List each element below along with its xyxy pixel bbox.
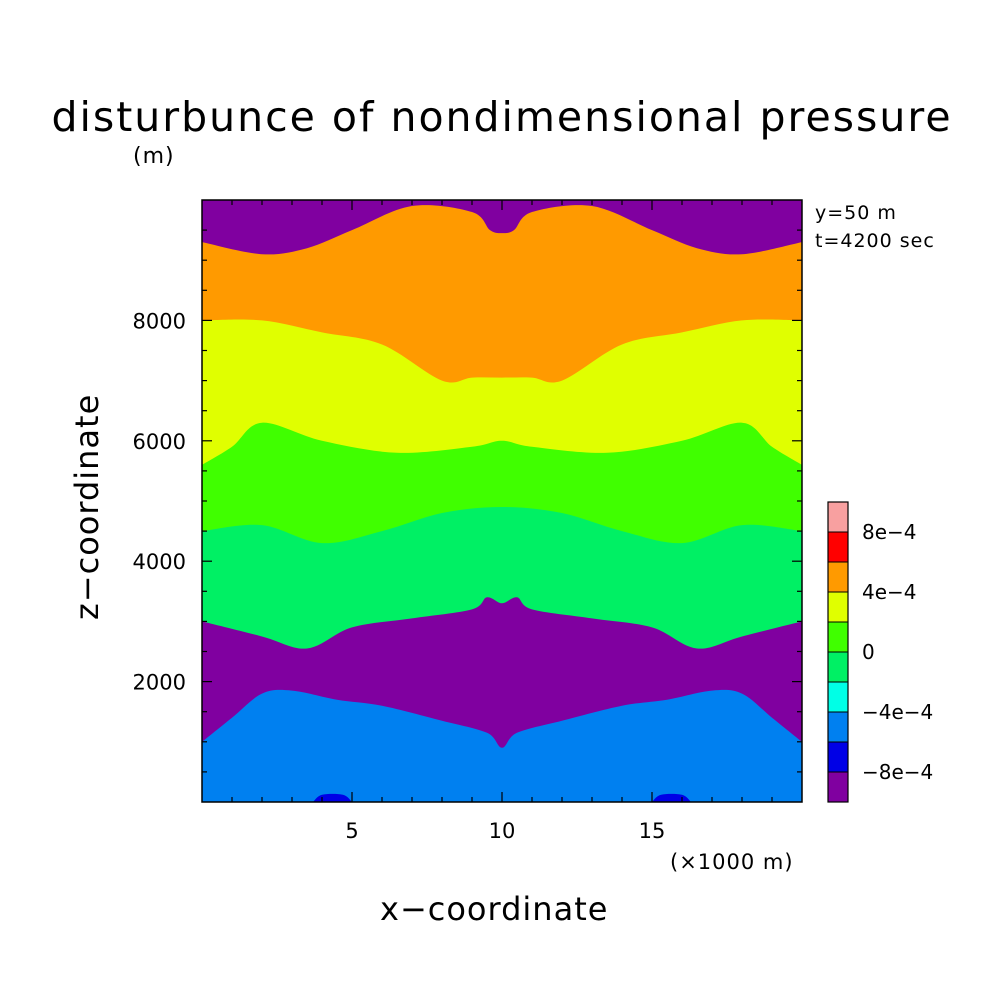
annotation-time: t=4200 sec [815, 230, 935, 252]
colorbar-label: 4e−4 [862, 580, 917, 604]
y-tick-label: 4000 [133, 550, 186, 574]
colorbar-swatch [827, 651, 849, 683]
colorbar-frame [827, 501, 849, 803]
colorbar-label: 8e−4 [862, 520, 917, 544]
contour-band-6 [202, 200, 802, 255]
x-tick-label: 15 [639, 819, 666, 843]
colorbar-swatch [827, 771, 849, 803]
colorbar-swatch [827, 741, 849, 773]
y-axis-unit: (m) [133, 144, 175, 169]
x-axis-unit: (×1000 m) [670, 850, 794, 874]
chart-title: disturbunce of nondimensional pressure [51, 93, 953, 141]
y-tick-label: 8000 [133, 309, 186, 333]
colorbar-label: 0 [862, 640, 875, 664]
colorbar-swatch [827, 561, 849, 593]
annotation-y-position: y=50 m [815, 202, 897, 224]
y-tick-label: 6000 [133, 430, 186, 454]
colorbar-swatch [827, 531, 849, 563]
contour-band-pocket-0 [313, 793, 352, 802]
x-tick-label: 10 [489, 819, 516, 843]
colorbar-swatch [827, 681, 849, 713]
colorbar-label: −8e−4 [862, 760, 933, 784]
colorbar-swatch [827, 621, 849, 653]
colorbar-label: −4e−4 [862, 700, 933, 724]
contour-band-pocket-1 [652, 793, 691, 802]
colorbar-swatch [827, 501, 849, 533]
y-tick-label: 2000 [133, 671, 186, 695]
contour-band-5 [202, 200, 802, 383]
x-tick-label: 5 [345, 819, 358, 843]
colorbar-swatch [827, 591, 849, 623]
colorbar-swatch [827, 711, 849, 743]
x-axis-label: x−coordinate [380, 890, 609, 928]
